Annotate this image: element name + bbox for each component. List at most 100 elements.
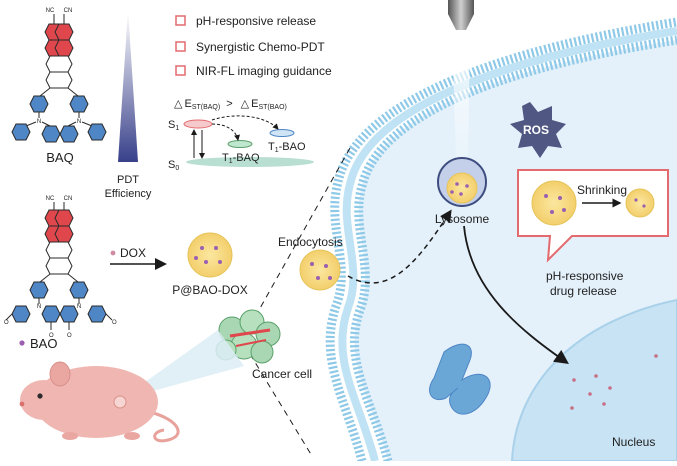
dox-dot	[459, 192, 463, 196]
laser-tip	[448, 14, 474, 30]
laser-beam	[452, 28, 470, 160]
bao-cn-right: CN	[64, 196, 73, 202]
legend-item-nir: NIR-FL imaging guidance	[196, 64, 332, 78]
t1-bao-level	[269, 129, 295, 137]
mouse-leg	[62, 432, 78, 440]
delta-est-comparison: △ EST(BAQ) > △ EST(BAO)	[174, 98, 287, 111]
isc-arrow-bao	[211, 115, 279, 130]
s1-level	[183, 119, 213, 129]
baq-label: BAQ	[46, 150, 73, 165]
legend-marker	[175, 41, 186, 52]
pdt-label-line2: Efficiency	[105, 188, 152, 200]
t1-baq-level	[227, 140, 253, 148]
bao-structure	[5, 202, 113, 330]
dox-dot-icon	[110, 250, 116, 256]
legend-marker	[175, 65, 186, 76]
baq-structure	[11, 14, 107, 143]
mouse-tumor	[113, 395, 127, 409]
dox-dot	[544, 194, 548, 198]
nucleus-dot	[654, 354, 658, 358]
nucleus	[510, 298, 677, 462]
nucleus-dot	[608, 386, 612, 390]
endocytosis-label: Endocytosis	[278, 235, 343, 249]
dox-dot	[562, 208, 566, 212]
release-label-line2: drug release	[550, 284, 617, 298]
baq-cn-right: CN	[64, 8, 73, 14]
s0-label: S0	[168, 159, 179, 172]
cancer-cell-cluster	[215, 309, 281, 364]
baq-cn-left: NC	[46, 8, 55, 14]
bao-cn-left: NC	[46, 196, 55, 202]
tumor-vessel	[229, 328, 271, 338]
ros-burst: ROS	[510, 102, 566, 158]
energy-diagram: △ EST(BAQ) > △ EST(BAO) S1 S0 T1-BAQ T1-BAO	[168, 98, 314, 172]
nucleus-dot	[602, 402, 606, 406]
laser-head	[448, 0, 474, 14]
lysosome-label: Lysosome	[435, 212, 490, 226]
t1-baq-label: T1-BAQ	[222, 152, 260, 165]
membrane-inner	[349, 35, 677, 463]
bao-o-bottom-right: O	[67, 333, 72, 339]
dox-dot	[204, 260, 208, 264]
laser	[448, 0, 474, 160]
callout-nanoparticle-large	[531, 180, 577, 226]
baq-n-right: N	[77, 119, 81, 125]
nucleus-dot	[572, 378, 576, 382]
dox-dot	[324, 264, 328, 268]
s1-label: S1	[168, 119, 179, 132]
pdt-efficiency-wedge	[118, 10, 138, 162]
nucleus-dot	[594, 374, 598, 378]
bao-dot-icon	[19, 340, 25, 346]
bao-n-right: N	[77, 304, 81, 310]
nucleus-label: Nucleus	[612, 435, 655, 449]
endocytosis-nanoparticle	[299, 249, 341, 291]
shrinking-label: Shrinking	[577, 183, 627, 197]
dox-dot	[200, 246, 204, 250]
nucleus-dot	[588, 392, 592, 396]
mouse-head	[20, 380, 68, 420]
release-label-line1: pH-responsive	[546, 269, 624, 283]
baq-n-left: N	[37, 119, 41, 125]
golgi-organelle	[429, 343, 491, 415]
t1-bao-label: T1-BAO	[268, 141, 306, 154]
lysosome: Lysosome	[435, 157, 490, 226]
lysosome-to-nucleus-arrow	[463, 225, 569, 365]
mouse-illustration	[19, 361, 180, 443]
bao-o-right: O	[112, 320, 117, 326]
tumor-vessel	[235, 339, 267, 347]
mouse-leg	[124, 432, 140, 440]
bao-label: BAO	[30, 336, 57, 351]
dox-dot	[218, 260, 222, 264]
mouse-tail	[149, 410, 180, 443]
dox-dot	[316, 276, 320, 280]
nucleus-dot	[570, 406, 574, 410]
callout-nanoparticle-small	[625, 188, 655, 218]
p-bao-dox-nanoparticle	[187, 232, 233, 278]
p-bao-dox-label: P@BAO-DOX	[172, 283, 248, 297]
cell-region: Nucleus	[325, 17, 677, 463]
legend-item-ph: pH-responsive release	[196, 14, 316, 28]
membrane-core	[338, 27, 677, 463]
pdt-label-line1: PDT	[117, 174, 139, 186]
zoom-line-bottom	[249, 353, 313, 457]
legend-item-chemo-pdt: Synergistic Chemo-PDT	[196, 40, 325, 54]
dox-dot	[642, 204, 646, 208]
bao-n-left: N	[37, 304, 41, 310]
lysosome-nanoparticle	[446, 172, 478, 204]
legend-marker	[175, 15, 186, 26]
zoom-line-top	[249, 147, 351, 327]
dox-dot	[194, 256, 198, 260]
dox-dot	[450, 190, 454, 194]
mouse-ear	[49, 361, 71, 387]
dox-dot	[465, 184, 469, 188]
dox-dot	[455, 182, 459, 186]
membrane-outer	[325, 17, 677, 463]
legend: pH-responsive release Synergistic Chemo-…	[175, 14, 332, 78]
ros-label: ROS	[523, 123, 549, 137]
zoom-cone	[120, 330, 244, 400]
dox-dot	[310, 262, 314, 266]
ros-star-icon	[510, 102, 566, 158]
cancer-cell-label: Cancer cell	[252, 367, 312, 381]
